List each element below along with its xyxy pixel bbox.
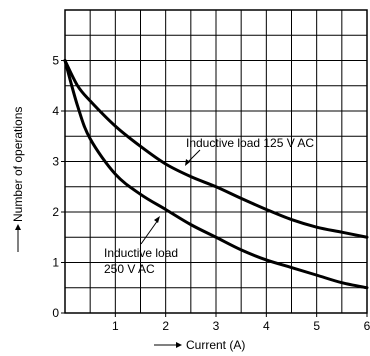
x-tick-label: 3: [213, 319, 220, 333]
annotation-125v-leader: [186, 149, 201, 164]
y-axis-title: Number of operations: [11, 107, 25, 252]
y-tick-label: 1: [52, 256, 59, 270]
y-tick-label: 2: [52, 205, 59, 219]
y-tick-label: 5: [52, 54, 59, 68]
annotation-250v-arrowhead: [154, 216, 160, 223]
x-tick-label: 6: [364, 319, 370, 333]
annotation-250v-label-line1: Inductive load: [104, 246, 178, 260]
annotation-250v-label-line2: 250 V AC: [104, 262, 155, 276]
y-tick-label: 0: [52, 306, 59, 320]
y-axis-label: Number of operations: [11, 107, 25, 222]
x-axis-label: Current (A): [186, 338, 245, 352]
chart-series: [63, 59, 369, 290]
annotation-250v-leader: [140, 219, 159, 245]
y-tick-label: 3: [52, 155, 59, 169]
x-tick-label: 2: [162, 319, 169, 333]
x-axis-arrowhead: [176, 342, 182, 348]
series-line-125v: [63, 59, 369, 239]
annotation-125v-arrowhead: [185, 159, 190, 166]
x-tick-label: 1: [112, 319, 119, 333]
series-line-250v: [63, 59, 369, 290]
x-axis-title: Current (A): [154, 338, 245, 352]
x-tick-label: 4: [263, 319, 270, 333]
y-axis-arrowhead: [15, 224, 21, 230]
y-tick-label: 4: [52, 104, 59, 118]
chart-annotations: Inductive load 125 V AC Inductive load 250…: [104, 136, 314, 276]
annotation-125v-label: Inductive load 125 V AC: [186, 136, 314, 150]
chart-ticks: 1 2 3 4 5 6 0 1 2 3 4 5: [52, 54, 370, 334]
x-tick-label: 5: [313, 319, 320, 333]
